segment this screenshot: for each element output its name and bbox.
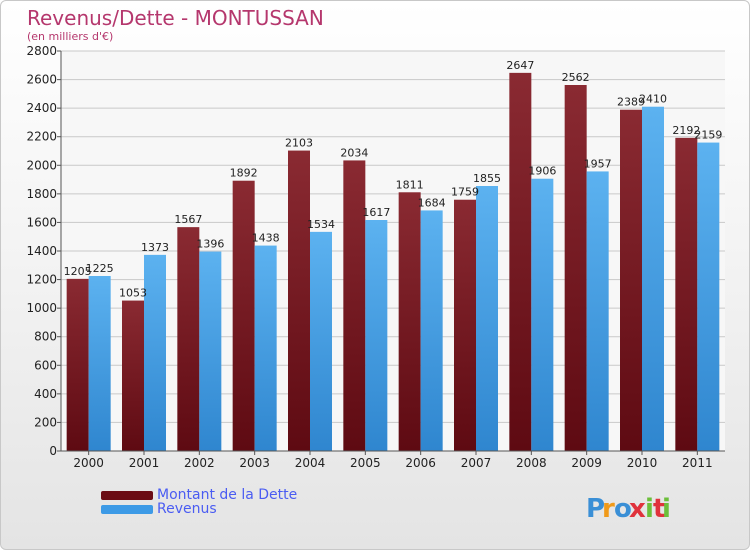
x-tick-label: 2010 (627, 456, 658, 470)
bar-dette (509, 72, 532, 451)
bar-revenus (642, 106, 664, 451)
data-label-revenus: 1534 (307, 218, 335, 231)
data-label-dette: 2562 (562, 71, 590, 84)
logo-letter: i (662, 494, 671, 524)
data-label-dette: 1567 (174, 213, 202, 226)
bar-revenus (586, 171, 609, 451)
bar-revenus (420, 210, 443, 451)
x-tick-label: 2000 (73, 456, 104, 470)
y-tick-label: 1000 (26, 301, 57, 315)
x-tick-label: 2011 (682, 456, 713, 470)
bar-revenus (476, 186, 498, 451)
bar-revenus (697, 142, 720, 452)
x-tick-label: 2008 (516, 456, 547, 470)
bar-revenus (199, 251, 222, 451)
data-label-dette: 2192 (672, 124, 700, 137)
y-tick-label: 1400 (26, 244, 57, 258)
logo-letter: P (586, 494, 605, 524)
logo-letter: i (645, 494, 654, 524)
data-label-dette: 1892 (230, 167, 258, 180)
data-label-revenus: 2410 (639, 93, 667, 106)
y-tick-label: 1800 (26, 187, 57, 201)
bar-dette (288, 150, 310, 452)
data-label-revenus: 1855 (473, 172, 501, 185)
x-tick-label: 2003 (239, 456, 270, 470)
y-tick-label: 400 (34, 387, 57, 401)
y-tick-label: 1200 (26, 273, 57, 287)
bar-revenus (144, 254, 166, 451)
data-label-revenus: 1396 (196, 238, 224, 251)
y-tick-label: 0 (49, 444, 57, 458)
legend-swatch-revenus (101, 505, 153, 514)
x-tick-label: 2006 (405, 456, 436, 470)
bar-dette (122, 300, 144, 451)
data-label-revenus: 1373 (141, 241, 169, 254)
legend-swatch-dette (101, 491, 153, 500)
x-tick-label: 2004 (295, 456, 326, 470)
bar-dette (177, 227, 200, 451)
data-label-revenus: 1906 (528, 165, 556, 178)
bar-revenus (310, 231, 332, 451)
bar-dette (564, 85, 587, 451)
bar-revenus (531, 178, 554, 451)
legend-label-revenus: Revenus (157, 501, 217, 517)
bar-dette (343, 160, 366, 451)
bar-dette (454, 199, 476, 451)
bar-revenus (365, 220, 388, 451)
y-tick-label: 1600 (26, 215, 57, 229)
bar-revenus (254, 245, 277, 451)
data-label-revenus: 1225 (86, 262, 114, 275)
data-label-dette: 2034 (340, 146, 368, 159)
x-tick-label: 2009 (571, 456, 602, 470)
y-tick-label: 800 (34, 330, 57, 344)
bar-dette (232, 180, 255, 451)
y-tick-label: 2800 (26, 44, 57, 58)
legend-label-dette: Montant de la Dette (157, 487, 298, 503)
logo-letter: t (653, 494, 665, 524)
proxiti-logo: Pr ox i ti (586, 494, 671, 524)
data-label-dette: 2103 (285, 137, 313, 150)
chart-subtitle: (en milliers d'€) (27, 30, 114, 43)
data-label-dette: 1053 (119, 287, 147, 300)
x-tick-label: 2001 (129, 456, 160, 470)
data-label-dette: 2647 (506, 59, 534, 72)
y-tick-label: 200 (34, 415, 57, 429)
bar-dette (66, 278, 89, 451)
logo-letter: x (629, 494, 646, 524)
x-tick-label: 2007 (461, 456, 492, 470)
y-tick-label: 2200 (26, 130, 57, 144)
bar-dette (620, 109, 642, 451)
y-tick-label: 2600 (26, 73, 57, 87)
data-label-dette: 1811 (396, 178, 424, 191)
logo-letter: r (602, 494, 615, 524)
data-label-dette: 1759 (451, 186, 479, 199)
chart-title: Revenus/Dette - MONTUSSAN (27, 6, 324, 30)
data-label-revenus: 2159 (694, 129, 722, 142)
bar-revenus (88, 276, 111, 451)
data-label-revenus: 1957 (584, 157, 612, 170)
y-tick-label: 600 (34, 358, 57, 372)
data-label-revenus: 1684 (418, 196, 446, 209)
y-tick-label: 2400 (26, 101, 57, 115)
y-tick-label: 2000 (26, 158, 57, 172)
bar-dette (398, 192, 421, 452)
data-label-revenus: 1617 (362, 206, 390, 219)
x-tick-label: 2002 (184, 456, 215, 470)
x-tick-label: 2005 (350, 456, 381, 470)
bar-dette (675, 137, 698, 451)
data-label-dette: 2389 (617, 96, 645, 109)
data-label-dette: 1205 (64, 265, 92, 278)
data-label-revenus: 1438 (252, 232, 280, 245)
logo-letter: o (614, 494, 632, 524)
